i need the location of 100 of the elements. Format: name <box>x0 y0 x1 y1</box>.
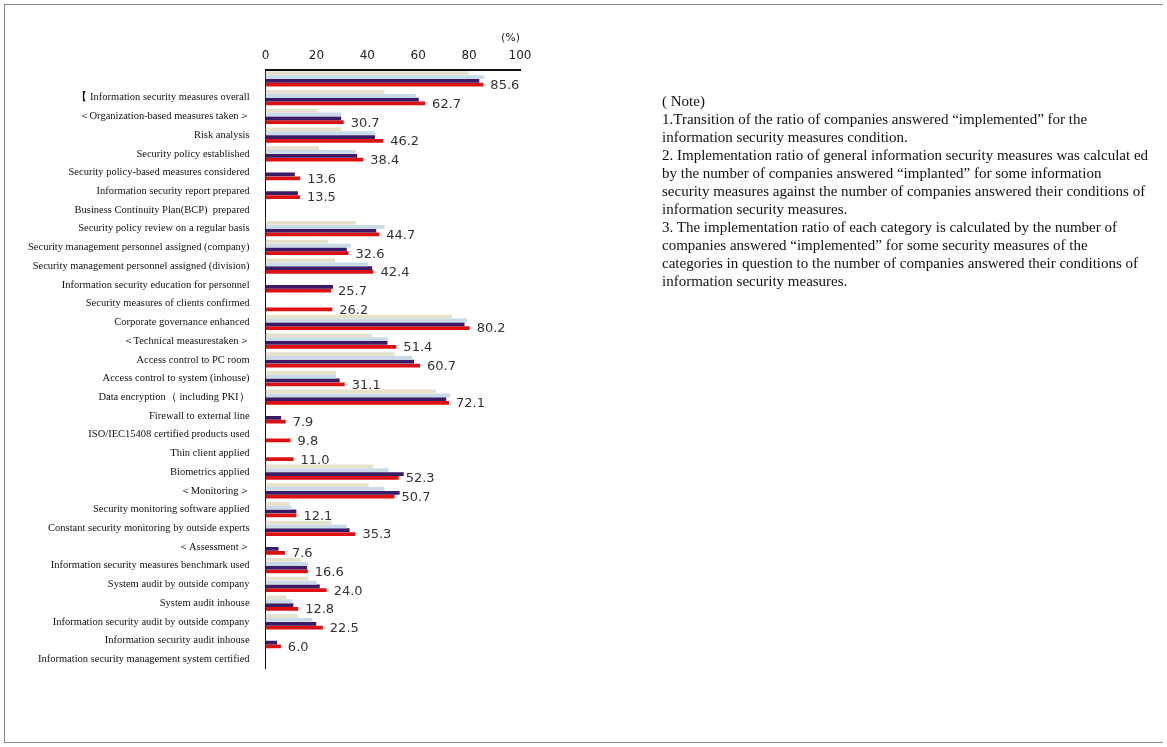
x-tick-label: 80 <box>461 47 477 62</box>
bar <box>265 565 308 570</box>
bar <box>265 547 279 551</box>
bar <box>265 599 293 604</box>
bar <box>265 262 368 267</box>
y-tick-label: Information security report prepared <box>96 185 251 197</box>
y-tick-label: Risk analysis <box>193 128 250 140</box>
bar <box>265 239 329 244</box>
bar <box>265 505 292 510</box>
y-tick-label: Constant security monitoring by outside experts <box>48 522 250 534</box>
bar <box>265 513 297 518</box>
data-label: 42.4 <box>380 264 410 280</box>
bar <box>265 382 345 387</box>
bar <box>265 251 349 256</box>
bar <box>265 284 334 289</box>
y-tick-label: Security monitoring software applied <box>93 503 251 515</box>
bar <box>265 82 484 87</box>
bar <box>265 90 385 94</box>
text: 3. The implementation ratio of each category is calculated by the number of companies answered “implemented” for some security measures of the categories in question to the number of companies answered their conditions of information security measures. <box>662 218 1140 290</box>
bar <box>265 397 447 402</box>
text: ( Note) <box>662 92 706 110</box>
bar <box>265 247 347 252</box>
y-tick-label: 【 Information security measures overall <box>76 90 250 103</box>
bar <box>265 393 451 398</box>
x-tick-label: 0 <box>261 47 270 62</box>
bar <box>265 344 397 349</box>
data-label: 7.6 <box>291 545 313 561</box>
bar <box>265 139 384 143</box>
bar <box>265 558 301 562</box>
bar <box>265 146 320 150</box>
bar <box>265 71 470 76</box>
bar <box>265 288 331 293</box>
bar <box>265 116 342 121</box>
bar <box>265 150 356 154</box>
data-label: 9.8 <box>297 432 319 448</box>
bar <box>265 266 373 270</box>
bar <box>265 341 388 345</box>
bar <box>265 370 337 375</box>
y-tick-label: ＜Monitoring＞ <box>179 484 250 496</box>
data-label: 35.3 <box>362 526 392 542</box>
data-label: 44.7 <box>386 226 416 242</box>
bar <box>265 131 376 136</box>
data-label: 60.7 <box>427 357 456 373</box>
x-tick-label: 60 <box>410 47 426 62</box>
x-axis-title: (%) <box>500 31 520 45</box>
y-tick-label: Security management personnel assigned (company) <box>27 241 251 254</box>
data-label: 51.4 <box>403 339 433 355</box>
bar <box>265 224 385 229</box>
y-tick-label: System audit inhouse <box>159 596 250 608</box>
bar <box>265 176 301 181</box>
y-tick-label: Security policy-based measures considered <box>68 166 251 178</box>
data-label: 13.6 <box>307 170 337 186</box>
y-tick-label: ＜Technical measurestaken＞ <box>122 334 250 346</box>
bar <box>265 468 389 473</box>
data-label: 38.4 <box>370 151 400 167</box>
bar <box>265 576 309 581</box>
bar <box>265 607 299 611</box>
y-tick-label: Thin client applied <box>170 447 251 459</box>
bar <box>265 195 300 199</box>
bar <box>265 483 369 487</box>
data-label: 52.3 <box>405 470 435 486</box>
data-label: 46.2 <box>390 133 420 149</box>
bar <box>265 120 344 125</box>
bar <box>265 359 415 364</box>
data-label: 12.1 <box>303 507 333 523</box>
bar <box>265 618 313 622</box>
bar <box>265 75 485 79</box>
bar <box>265 487 385 491</box>
bar <box>265 472 404 476</box>
data-label: 62.7 <box>432 95 462 111</box>
y-tick-label: ISO/IEC15408 certified products used <box>88 428 251 440</box>
bar <box>265 621 317 626</box>
bar <box>265 270 374 274</box>
data-label: 22.5 <box>329 620 359 636</box>
y-tick-label: Firewall to external line <box>149 409 250 421</box>
bar <box>265 561 309 566</box>
data-label: 7.9 <box>292 414 314 430</box>
bar <box>265 532 356 536</box>
data-label: 26.2 <box>339 301 369 317</box>
y-tick-label: Information security measures benchmark used <box>50 559 251 571</box>
bar <box>265 401 450 405</box>
data-label: 85.6 <box>490 77 520 93</box>
bar <box>265 221 356 225</box>
bar <box>265 135 375 139</box>
data-label: 31.1 <box>351 376 381 392</box>
x-tick-label: 100 <box>508 47 532 62</box>
bar <box>265 191 298 196</box>
bar <box>265 550 285 555</box>
bar <box>265 501 290 506</box>
bar <box>265 355 413 360</box>
bar <box>265 625 323 630</box>
bar <box>265 476 399 480</box>
bar <box>265 352 395 356</box>
data-label: 80.2 <box>476 320 506 336</box>
bar <box>265 108 318 113</box>
y-tick-label: System audit by outside company <box>107 578 251 590</box>
data-label: 11.0 <box>300 451 330 467</box>
y-tick-label: ＜Assessment＞ <box>178 540 250 552</box>
y-tick-label: Security policy established <box>136 147 251 159</box>
data-label: 13.5 <box>306 189 336 205</box>
